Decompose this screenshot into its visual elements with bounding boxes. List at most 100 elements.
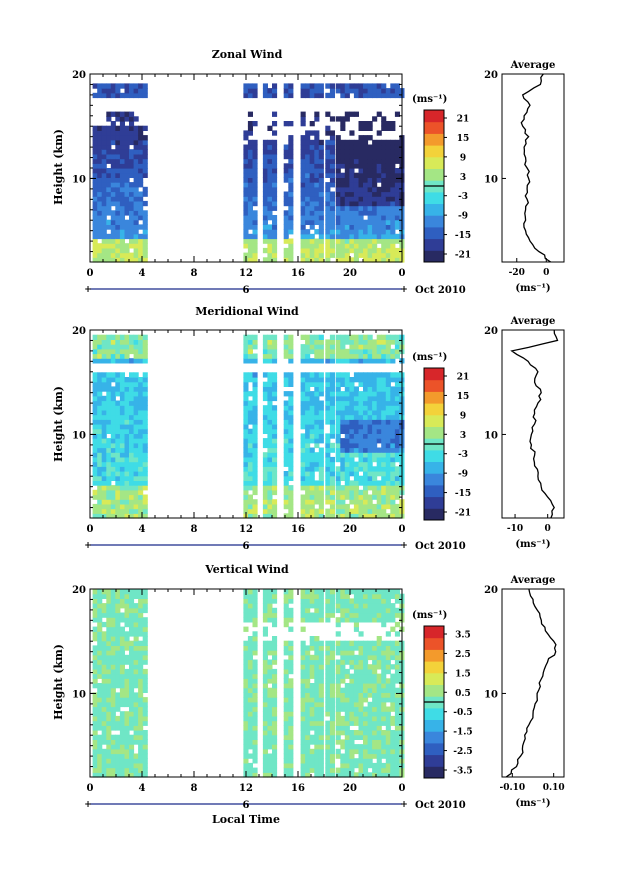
heatmap-cell [376, 391, 382, 397]
heatmap-cell [372, 508, 378, 514]
colorbar-swatch [424, 133, 444, 146]
heatmap-cell [106, 701, 112, 708]
heatmap-cell [381, 706, 387, 712]
heatmap-cell [138, 158, 144, 164]
heatmap-cell [305, 238, 311, 244]
heatmap-cell [340, 395, 346, 402]
heatmap-cell [252, 598, 258, 604]
heatmap-cell [358, 149, 364, 155]
heatmap-cell [288, 664, 294, 670]
heatmap-cell [110, 697, 116, 703]
heatmap-cell [243, 196, 249, 202]
heatmap-cell [358, 612, 364, 618]
colorbar-unit: (ms⁻¹) [412, 352, 447, 363]
heatmap-cell [243, 466, 249, 472]
heatmap-cell [97, 339, 103, 345]
heatmap-cell [363, 475, 369, 481]
x-tick-label: 12 [239, 524, 253, 535]
heatmap-cell [247, 607, 253, 614]
heatmap-cell [390, 243, 396, 249]
heatmap-cell [340, 233, 346, 240]
heatmap-cell [318, 200, 324, 207]
heatmap-cell [325, 372, 331, 378]
heatmap-cell [372, 247, 378, 254]
heatmap-cell [138, 508, 144, 514]
heatmap-cell [367, 92, 373, 99]
heatmap-cell [358, 758, 364, 764]
heatmap-cell [133, 715, 139, 722]
heatmap-cell [349, 224, 355, 230]
heatmap-cell [115, 419, 121, 425]
heatmap-cell [381, 83, 387, 89]
heatmap-cell [335, 739, 341, 745]
heatmap-cell [329, 485, 335, 491]
heatmap-cell [252, 645, 258, 651]
heatmap-cell [110, 111, 116, 117]
heatmap-cell [262, 456, 268, 463]
heatmap-cell [329, 433, 335, 439]
heatmap-cell [340, 494, 346, 500]
heatmap-cell [283, 725, 289, 731]
heatmap-cell [106, 224, 112, 230]
heatmap-cell [314, 748, 320, 755]
heatmap-cell [252, 617, 258, 623]
heatmap-cell [92, 489, 98, 496]
heatmap-cell [124, 339, 130, 345]
heatmap-cell [349, 163, 355, 169]
heatmap-cell [363, 210, 369, 216]
heatmap-cell [129, 617, 135, 623]
heatmap-cell [372, 513, 378, 519]
heatmap-cell [329, 219, 335, 225]
heatmap-cell [129, 111, 135, 117]
heatmap-cell [335, 485, 341, 491]
heatmap-cell [372, 645, 378, 651]
heatmap-cell [119, 513, 125, 519]
heatmap-cell [340, 706, 346, 712]
heatmap-cell [376, 229, 382, 235]
heatmap-cell [110, 238, 116, 244]
heatmap-cell [101, 438, 107, 444]
heatmap-cell [288, 730, 294, 736]
heatmap-cell [325, 210, 331, 216]
heatmap-cell [372, 158, 378, 164]
heatmap-cell [252, 215, 258, 221]
heatmap-cell [309, 767, 315, 773]
heatmap-cell [101, 645, 107, 651]
heatmap-cell [283, 758, 289, 764]
heatmap-cell [335, 475, 341, 481]
heatmap-cell [344, 659, 350, 665]
heatmap-cell [300, 205, 306, 211]
heatmap-cell [318, 215, 324, 221]
heatmap-cell [318, 334, 324, 340]
heatmap-cell [363, 480, 369, 486]
heatmap-cell [376, 603, 382, 609]
heatmap-cell [385, 617, 391, 623]
heatmap-cell [124, 172, 130, 178]
heatmap-cell [314, 405, 320, 411]
heatmap-cell [314, 172, 320, 178]
heatmap-cell [124, 381, 130, 387]
heatmap-cell [358, 617, 364, 623]
panel-title: Vertical Wind [204, 563, 289, 576]
heatmap-cell [349, 659, 355, 665]
heatmap-cell [325, 508, 331, 514]
heatmap-cell [110, 645, 116, 651]
heatmap-cell [115, 224, 121, 230]
heatmap-cell [376, 607, 382, 614]
heatmap-cell [247, 224, 253, 230]
heatmap-cell [119, 125, 125, 131]
heatmap-cell [367, 334, 373, 340]
heatmap-cell [344, 683, 350, 689]
heatmap-cell [129, 720, 135, 726]
heatmap-cell [300, 196, 306, 202]
heatmap-cell [138, 135, 144, 141]
heatmap-cell [247, 372, 253, 378]
heatmap-cell [124, 182, 130, 188]
heatmap-cell [243, 205, 249, 211]
heatmap-cell [344, 762, 350, 769]
heatmap-cell [318, 485, 324, 491]
heatmap-cell [92, 626, 98, 632]
heatmap-cell [272, 758, 278, 764]
heatmap-cell [119, 762, 125, 769]
